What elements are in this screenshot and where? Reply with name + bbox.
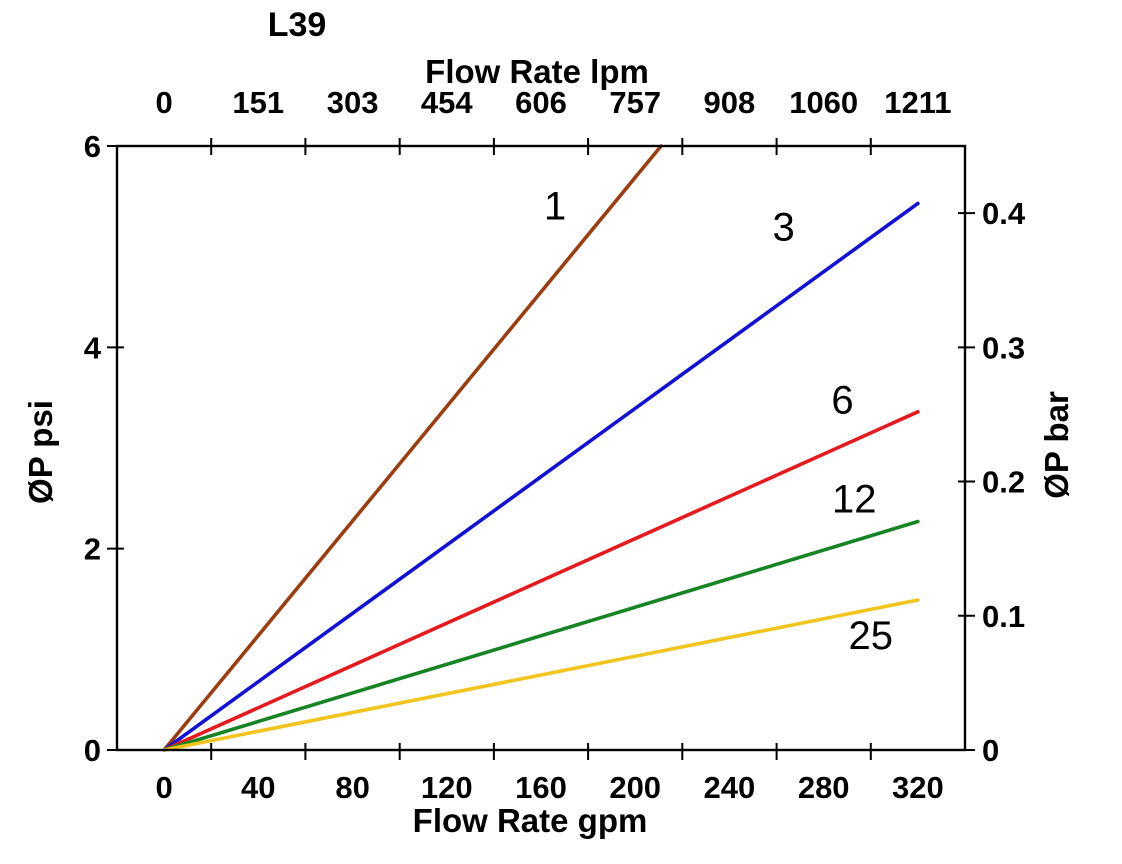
right-tick-label: 0.4 — [982, 196, 1026, 231]
top-tick-label: 454 — [421, 85, 473, 120]
bottom-tick-label: 320 — [892, 770, 944, 805]
top-tick-label: 303 — [327, 85, 379, 120]
right-tick-label: 0.3 — [982, 330, 1025, 365]
top-tick-label: 757 — [609, 85, 661, 120]
top-tick-label: 151 — [232, 85, 284, 120]
series-label-6: 6 — [831, 379, 853, 423]
chart-title: L39 — [267, 6, 327, 44]
series-line-12 — [162, 519, 920, 752]
bottom-tick-label: 40 — [241, 770, 275, 805]
top-tick-label: 606 — [515, 85, 567, 120]
series-label-12: 12 — [832, 477, 877, 521]
bottom-tick-label: 200 — [609, 770, 661, 805]
series-label-3: 3 — [772, 206, 794, 250]
top-tick-label: 908 — [704, 85, 756, 120]
right-tick-label: 0.2 — [982, 465, 1025, 500]
top-tick-label: 0 — [155, 85, 172, 120]
series-line-1 — [162, 144, 663, 752]
series-label-25: 25 — [849, 614, 894, 658]
left-tick-label: 0 — [84, 733, 101, 768]
left-tick-label: 4 — [84, 330, 102, 365]
top-tick-label: 1060 — [789, 85, 858, 120]
bottom-tick-label: 0 — [155, 770, 172, 805]
top-tick-label: 1211 — [884, 85, 951, 120]
bottom-tick-label: 120 — [421, 770, 473, 805]
bottom-tick-label: 280 — [798, 770, 850, 805]
bottom-tick-label: 160 — [515, 770, 567, 805]
series-label-1: 1 — [544, 184, 566, 228]
top-axis-title: Flow Rate lpm — [425, 53, 649, 90]
series-line-6 — [162, 409, 920, 752]
right-tick-label: 0.1 — [982, 599, 1025, 634]
plot-border — [115, 144, 967, 752]
bottom-tick-label: 80 — [335, 770, 369, 805]
bottom-tick-label: 240 — [704, 770, 756, 805]
left-tick-label: 2 — [84, 532, 101, 567]
left-tick-label: 6 — [84, 129, 101, 164]
bottom-axis-title: Flow Rate gpm — [412, 802, 648, 839]
right-tick-label: 0 — [982, 733, 999, 768]
series-line-25 — [162, 598, 920, 752]
series-line-3 — [162, 201, 920, 752]
